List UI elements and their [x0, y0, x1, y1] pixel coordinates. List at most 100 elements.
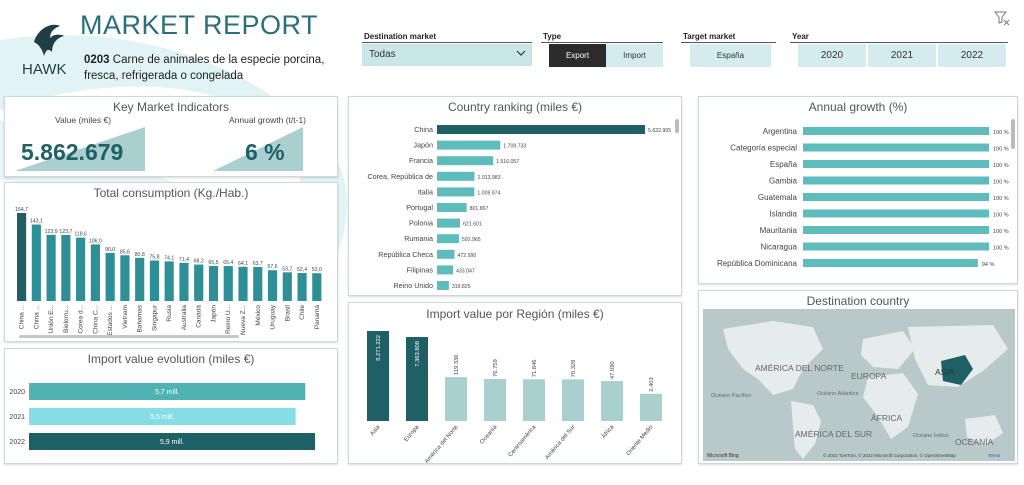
- region-value-label: 119.336: [454, 355, 460, 376]
- ranking-bar[interactable]: [437, 218, 460, 228]
- evolution-value-label: 5,9 mill.: [160, 439, 184, 446]
- region-bar[interactable]: [523, 379, 545, 421]
- consumption-scrollbar[interactable]: [19, 335, 239, 338]
- region-bar[interactable]: [484, 378, 506, 421]
- consumption-bar[interactable]: [149, 260, 160, 301]
- growth-bar[interactable]: [803, 242, 989, 251]
- consumption-bar[interactable]: [31, 224, 41, 301]
- ranking-bar[interactable]: [437, 281, 449, 290]
- clear-filter-icon[interactable]: [994, 10, 1010, 26]
- ranking-bar[interactable]: [437, 249, 455, 259]
- consumption-value-label: 65,5: [208, 260, 218, 266]
- region-bar[interactable]: [445, 377, 467, 421]
- consumption-value-label: 74,1: [164, 255, 174, 261]
- consumption-bar[interactable]: [120, 255, 130, 301]
- ranking-country-label: Rumania: [404, 234, 433, 243]
- region-value-label: 8.271.222: [376, 335, 382, 361]
- ranking-country-label: Corea, República de: [367, 172, 433, 181]
- growth-chart: Argentina 100 % Categoría especial 100 % Esp…: [717, 127, 1009, 268]
- ranking-bar[interactable]: [437, 234, 459, 244]
- consumption-value-label: 123,7: [59, 229, 72, 235]
- consumption-bar[interactable]: [90, 244, 100, 301]
- ranking-scrollbar[interactable]: [675, 119, 679, 133]
- consumption-bar[interactable]: [179, 262, 189, 301]
- consumption-category-label: Australia: [181, 305, 188, 331]
- consumption-bar[interactable]: [61, 234, 71, 301]
- growth-country-label: Categoría especial: [730, 144, 797, 153]
- evolution-bar[interactable]: [29, 433, 315, 450]
- type-export-button[interactable]: Export: [549, 44, 606, 67]
- growth-value-label: 100 %: [993, 147, 1009, 153]
- growth-value-label: 100 %: [993, 130, 1009, 136]
- year-2021-button[interactable]: 2021: [868, 44, 936, 67]
- growth-bar[interactable]: [803, 160, 989, 168]
- chevron-down-icon: [516, 50, 526, 56]
- consumption-bar[interactable]: [46, 234, 56, 301]
- consumption-bar[interactable]: [282, 272, 292, 301]
- ranking-country-label: Portugal: [406, 203, 433, 212]
- consumption-bar[interactable]: [223, 266, 233, 301]
- region-bar[interactable]: [562, 379, 584, 421]
- consumption-bar[interactable]: [135, 257, 145, 301]
- target-market-button[interactable]: España: [690, 44, 771, 67]
- evolution-value-label: 5,5 mill.: [150, 414, 174, 421]
- ranking-bar[interactable]: [437, 187, 475, 197]
- consumption-bar[interactable]: [76, 237, 86, 301]
- type-divider: [541, 42, 663, 43]
- consumption-bar[interactable]: [267, 270, 278, 301]
- type-import-button[interactable]: Import: [606, 44, 663, 67]
- consumption-bar[interactable]: [164, 261, 174, 301]
- europe-shape: [861, 331, 915, 369]
- region-bar[interactable]: [601, 381, 623, 421]
- consumption-bar[interactable]: [253, 266, 263, 301]
- north-america-shape: [723, 321, 823, 395]
- consumption-bar[interactable]: [312, 273, 322, 301]
- region-bar[interactable]: [367, 331, 389, 421]
- growth-country-label: España: [770, 160, 798, 169]
- ranking-bar[interactable]: [437, 203, 467, 212]
- region-value-label: 70.328: [571, 360, 577, 378]
- ranking-bar[interactable]: [437, 265, 454, 275]
- growth-bar[interactable]: [803, 259, 978, 267]
- evolution-chart: 2020 5,7 mill. 2021 5,5 mill. 2022 5,9 mill.: [9, 383, 315, 450]
- growth-value-label: 100 %: [993, 180, 1009, 186]
- evolution-bar[interactable]: [29, 383, 306, 400]
- growth-bar[interactable]: [803, 226, 989, 234]
- year-2020-button[interactable]: 2020: [798, 44, 866, 67]
- region-panel: Import value por Región (miles €) 8.271.…: [348, 302, 682, 464]
- consumption-bar[interactable]: [17, 213, 27, 301]
- consumption-bar[interactable]: [194, 264, 204, 301]
- consumption-category-label: China ...: [19, 305, 26, 329]
- growth-bar[interactable]: [803, 127, 989, 135]
- growth-value-label: 100 %: [993, 246, 1009, 252]
- value-triangle-shape: [15, 127, 145, 171]
- destination-dropdown[interactable]: Todas: [362, 44, 532, 66]
- world-map[interactable]: AMÉRICA DEL NORTE EUROPA ASIA ÁFRICA AMÉ…: [703, 309, 1015, 461]
- consumption-value-label: 53,7: [282, 266, 292, 272]
- map-terms-link[interactable]: Terms: [988, 453, 1001, 458]
- year-2022-button[interactable]: 2022: [938, 44, 1006, 67]
- growth-value-label: 100 %: [993, 229, 1009, 235]
- consumption-bar[interactable]: [208, 266, 219, 301]
- growth-bar[interactable]: [803, 193, 989, 201]
- ranking-chart: China 5.622.905 Japón 1.709.733 Francia 1.516…: [367, 125, 671, 290]
- ranking-country-label: Reino Unido: [393, 281, 433, 290]
- growth-bar[interactable]: [803, 209, 989, 218]
- region-bar[interactable]: [406, 337, 428, 421]
- product-name: Carne de animales de la especie porcina,…: [84, 54, 325, 82]
- ranking-bar[interactable]: [437, 156, 494, 166]
- consumption-category-label: China C...: [92, 305, 99, 334]
- growth-scrollbar[interactable]: [1011, 119, 1015, 149]
- ranking-bar[interactable]: [437, 140, 501, 150]
- map-label-af: ÁFRICA: [871, 413, 903, 423]
- region-bar[interactable]: [640, 393, 662, 421]
- ranking-bar[interactable]: [437, 171, 475, 181]
- consumption-bar[interactable]: [297, 273, 307, 301]
- consumption-bar[interactable]: [105, 252, 115, 301]
- consumption-bar[interactable]: [238, 266, 248, 301]
- growth-bar[interactable]: [803, 176, 989, 185]
- ranking-bar[interactable]: [437, 125, 645, 134]
- evolution-bar[interactable]: [29, 408, 296, 425]
- growth-bar[interactable]: [803, 143, 989, 152]
- south-america-shape: [791, 401, 821, 459]
